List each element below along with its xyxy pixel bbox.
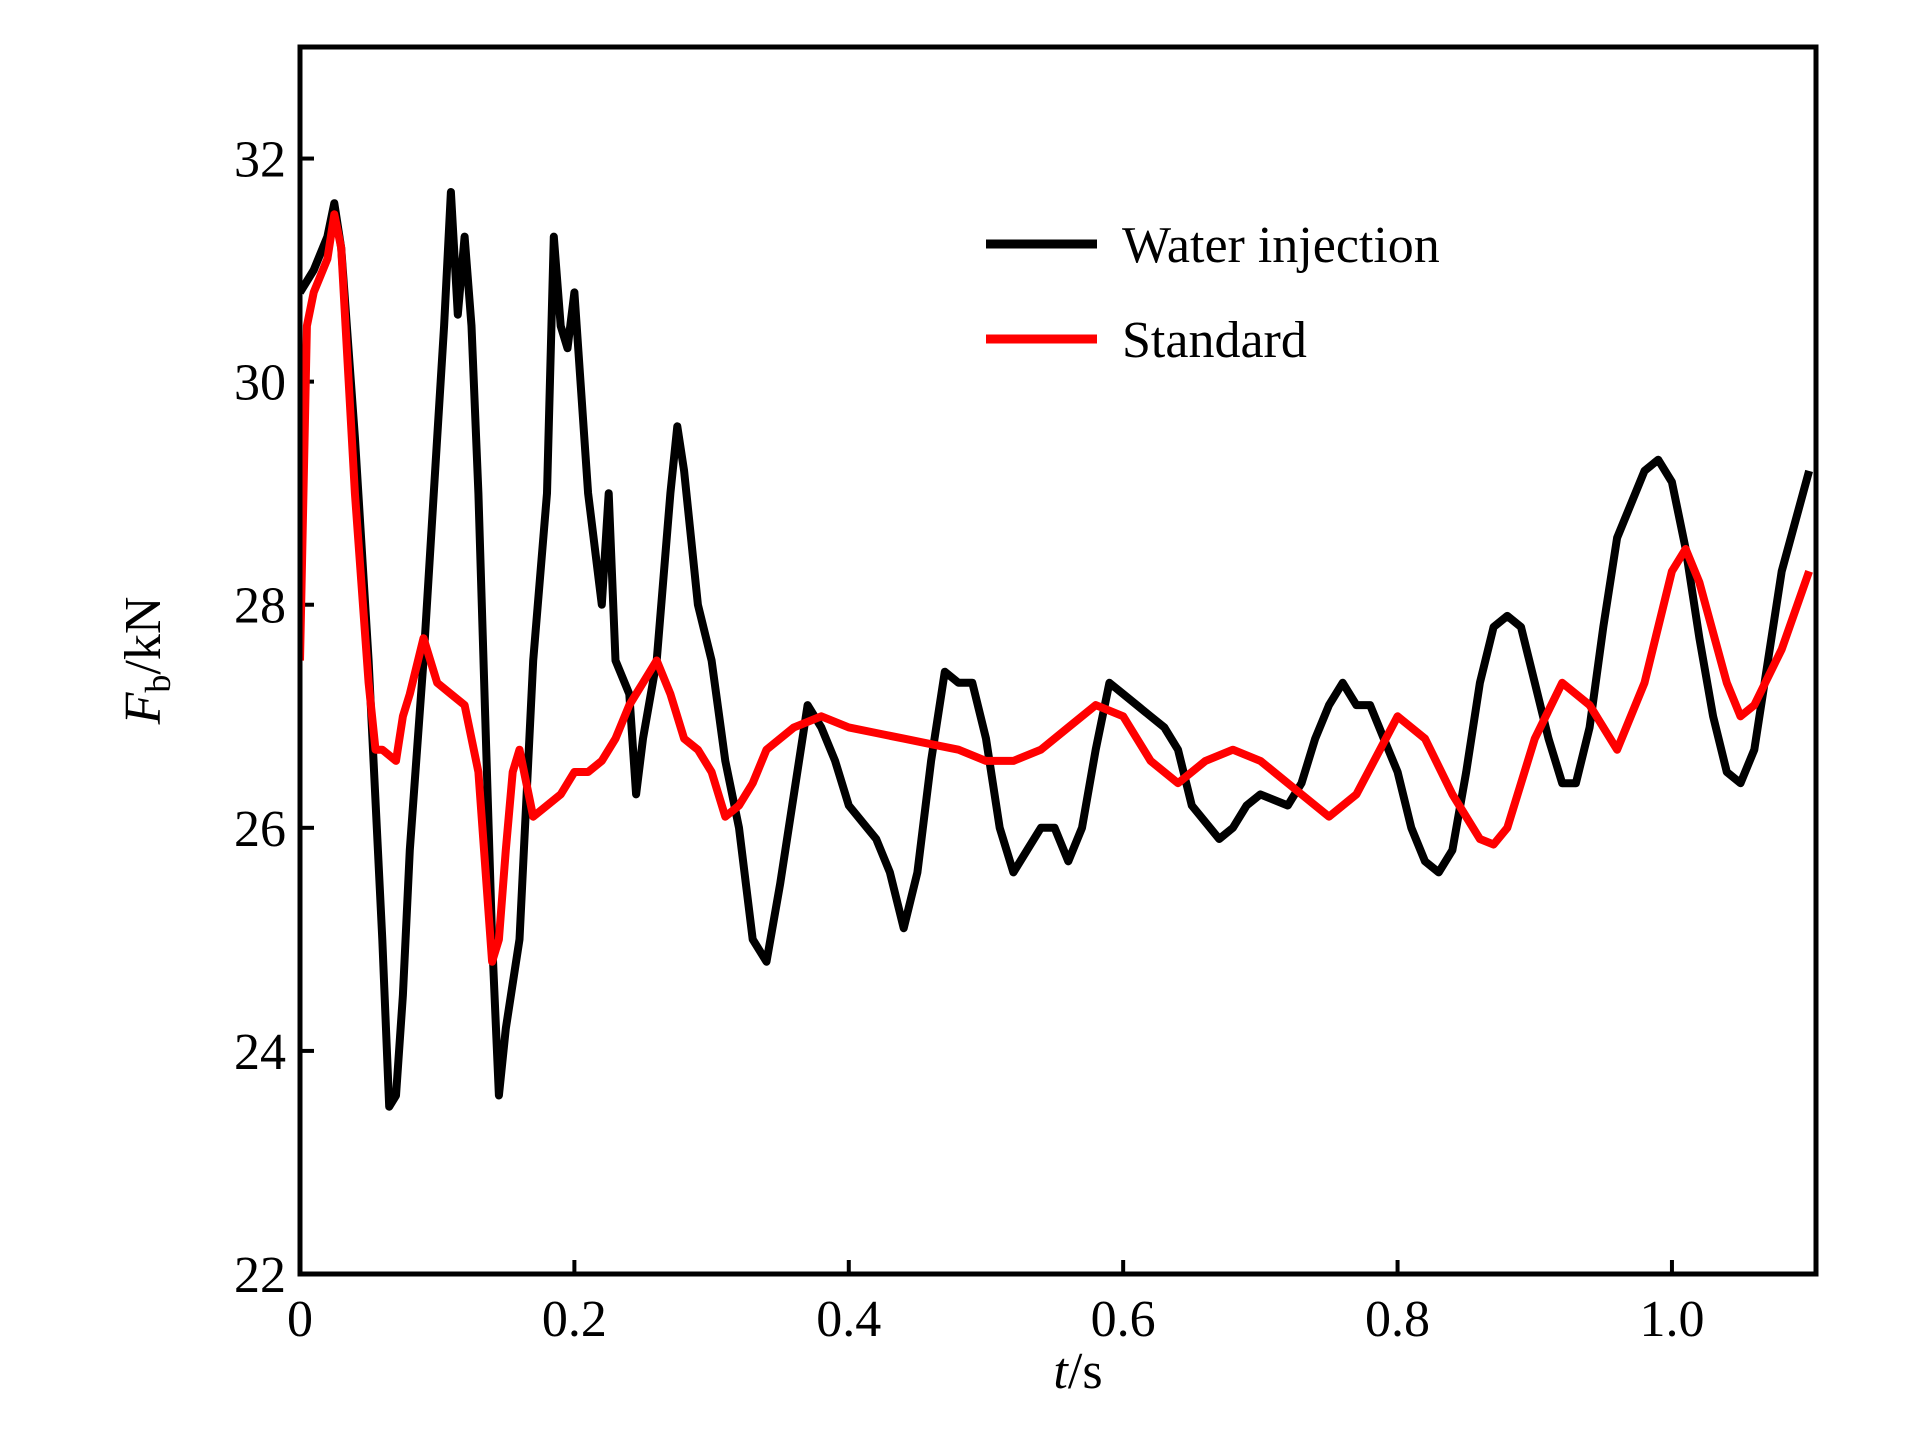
- y-tick-label: 26: [234, 801, 286, 858]
- x-tick-label: 0.8: [1365, 1291, 1430, 1348]
- legend-label: Standard: [1122, 312, 1307, 369]
- x-tick-label: 0.2: [542, 1291, 607, 1348]
- y-tick-label: 30: [234, 355, 286, 412]
- legend-label: Water injection: [1122, 217, 1440, 274]
- x-tick-label: 0: [287, 1291, 313, 1348]
- data-line: [300, 188, 1813, 1111]
- y-axis-label: Fb/kN: [115, 597, 178, 726]
- x-axis-label: t/s: [1053, 1343, 1102, 1400]
- x-tick-label: 1.0: [1639, 1291, 1704, 1348]
- x-tick-label: 0.4: [816, 1291, 881, 1348]
- x-label-unit: /s: [1068, 1343, 1103, 1400]
- y-label-symbol: F: [115, 691, 172, 725]
- x-label-symbol: t: [1053, 1343, 1069, 1400]
- x-tick-label: 0.6: [1091, 1291, 1156, 1348]
- y-label-unit: /kN: [115, 597, 172, 675]
- y-tick-label: 24: [234, 1024, 286, 1081]
- y-label-subscript: b: [138, 675, 178, 693]
- data-line: [300, 210, 1813, 966]
- y-tick-label: 28: [234, 578, 286, 635]
- y-tick-label: 22: [234, 1247, 286, 1304]
- plot-frame: [297, 44, 1819, 1277]
- y-tick-label: 32: [234, 132, 286, 189]
